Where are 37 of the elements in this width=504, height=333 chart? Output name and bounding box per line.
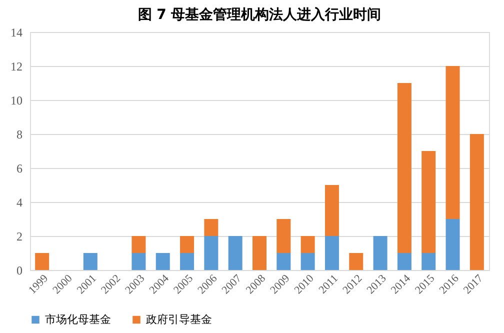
- bar: [324, 236, 339, 270]
- y-tick-label: 10: [10, 94, 22, 108]
- bar: [397, 83, 412, 253]
- y-tick-label: 0: [16, 264, 22, 278]
- bar: [446, 66, 460, 219]
- y-tick-label: 6: [16, 162, 22, 176]
- bar: [397, 253, 412, 270]
- chart-title: 图 7 母基金管理机构法人进入行业时间: [138, 7, 382, 23]
- bar: [132, 253, 146, 270]
- bar: [204, 219, 218, 236]
- bar: [422, 151, 436, 253]
- bar: [349, 253, 364, 270]
- bar: [373, 236, 388, 270]
- y-tick-label: 2: [16, 230, 22, 244]
- y-tick-label: 4: [16, 196, 22, 210]
- bar: [276, 219, 291, 253]
- bar: [422, 253, 436, 270]
- bar: [324, 185, 339, 236]
- bar: [35, 253, 50, 270]
- bar: [204, 236, 218, 270]
- legend-label: 政府引导基金: [146, 312, 212, 326]
- bar: [180, 253, 194, 270]
- bar: [132, 236, 146, 253]
- legend-label: 市场化母基金: [45, 312, 111, 326]
- y-tick-label: 14: [10, 26, 22, 40]
- bar: [83, 253, 98, 270]
- y-tick-label: 8: [16, 128, 22, 142]
- bar: [252, 236, 266, 270]
- y-tick-label: 12: [10, 60, 22, 74]
- bar: [156, 253, 170, 270]
- bar: [446, 219, 460, 270]
- bar: [228, 236, 242, 270]
- bar: [470, 134, 484, 270]
- bar: [300, 236, 315, 253]
- bar: [180, 236, 194, 253]
- bar: [300, 253, 315, 270]
- bar: [276, 253, 291, 270]
